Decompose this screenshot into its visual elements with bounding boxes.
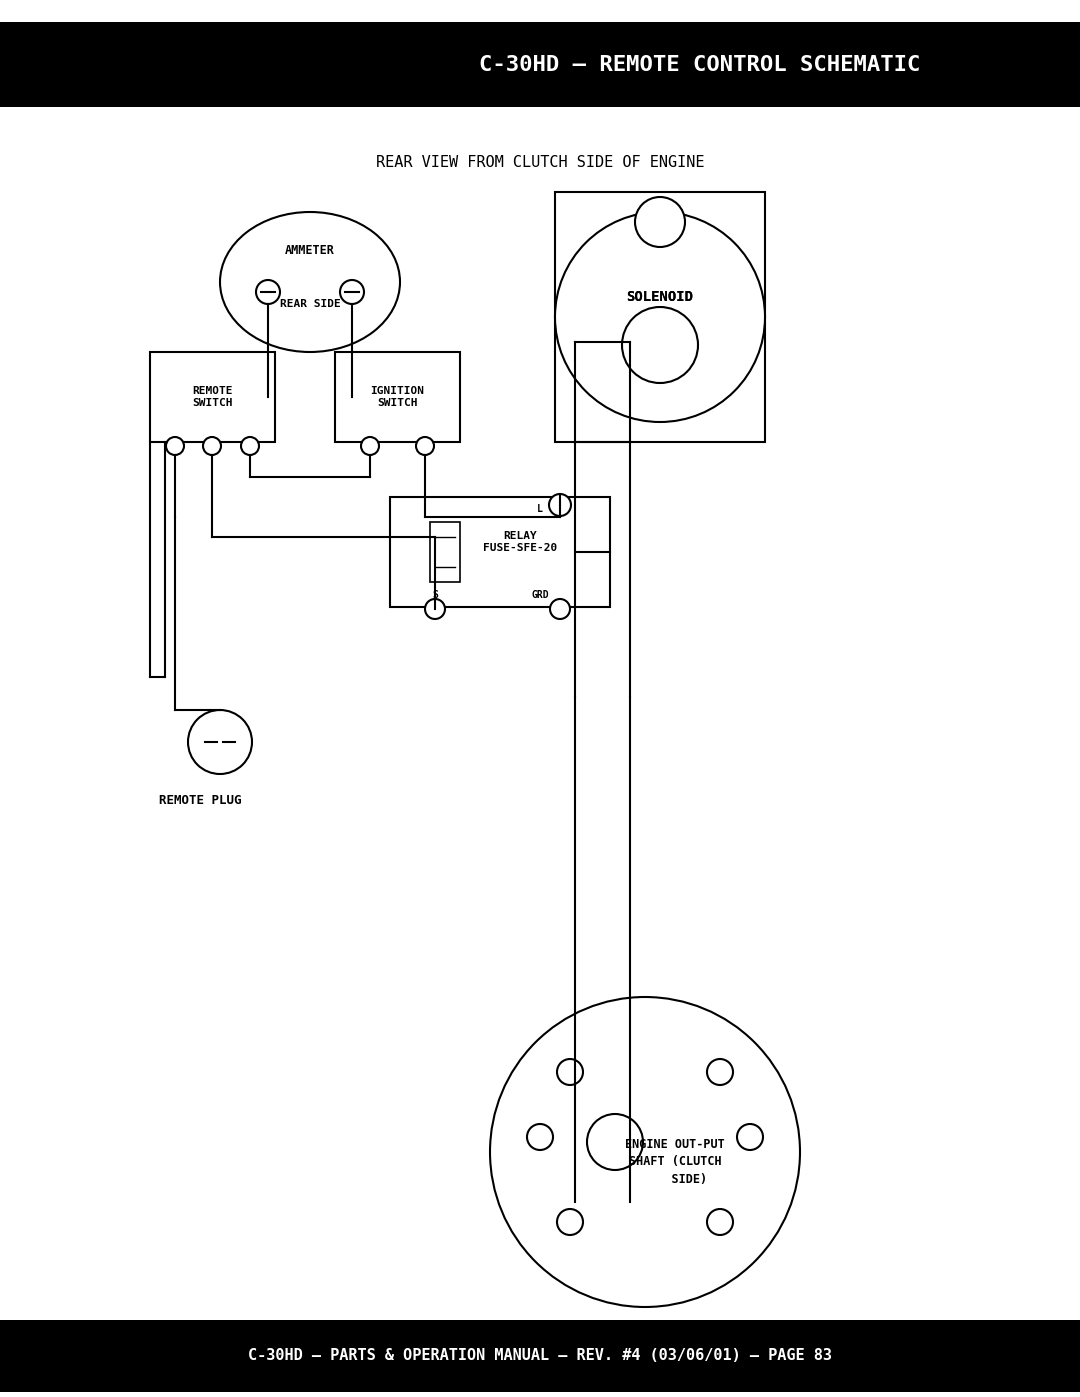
Text: GRD: GRD [531,590,549,599]
Circle shape [635,197,685,247]
Circle shape [622,307,698,383]
Text: ENGINE OUT-PUT
SHAFT (CLUTCH
    SIDE): ENGINE OUT-PUT SHAFT (CLUTCH SIDE) [625,1139,725,1186]
Circle shape [557,1208,583,1235]
Circle shape [426,599,445,619]
Text: S: S [432,590,437,599]
Bar [390,497,610,608]
Circle shape [490,997,800,1308]
Circle shape [555,212,765,422]
Text: SOLENOID: SOLENOID [626,291,693,305]
Text: REAR SIDE: REAR SIDE [280,299,340,309]
Text: C-30HD — PARTS & OPERATION MANUAL — REV. #4 (03/06/01) — PAGE 83: C-30HD — PARTS & OPERATION MANUAL — REV.… [248,1348,832,1362]
Circle shape [527,1125,553,1150]
Bar [0,1320,1080,1391]
Circle shape [550,599,570,619]
Circle shape [557,1059,583,1085]
Ellipse shape [220,212,400,352]
Text: C-30HD — REMOTE CONTROL SCHEMATIC: C-30HD — REMOTE CONTROL SCHEMATIC [480,54,920,75]
Bar [555,191,765,441]
Circle shape [166,437,184,455]
Text: AMMETER: AMMETER [285,243,335,257]
Circle shape [416,437,434,455]
Circle shape [622,307,698,383]
Text: REMOTE
SWITCH: REMOTE SWITCH [192,386,233,408]
Circle shape [549,495,571,515]
Circle shape [340,279,364,305]
Circle shape [361,437,379,455]
Text: RELAY
FUSE-SFE-20: RELAY FUSE-SFE-20 [483,531,557,553]
Bar [335,352,460,441]
Circle shape [203,437,221,455]
Text: REAR VIEW FROM CLUTCH SIDE OF ENGINE: REAR VIEW FROM CLUTCH SIDE OF ENGINE [376,155,704,169]
Bar [0,22,1080,108]
Circle shape [737,1125,762,1150]
Circle shape [256,279,280,305]
Circle shape [241,437,259,455]
Text: L: L [537,504,543,514]
Circle shape [188,710,252,774]
Circle shape [707,1059,733,1085]
Text: REMOTE PLUG: REMOTE PLUG [159,793,241,806]
Circle shape [707,1208,733,1235]
Circle shape [588,1113,643,1171]
Bar [150,352,275,441]
Text: IGNITION
SWITCH: IGNITION SWITCH [370,386,424,408]
Bar [430,522,460,583]
Text: SOLENOID: SOLENOID [626,291,693,305]
Circle shape [555,212,765,422]
